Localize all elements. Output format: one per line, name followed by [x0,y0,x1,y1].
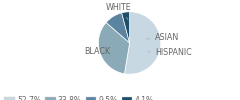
Wedge shape [122,12,130,43]
Wedge shape [106,13,130,43]
Wedge shape [98,22,130,74]
Wedge shape [124,12,161,74]
Text: ASIAN: ASIAN [146,33,180,42]
Text: WHITE: WHITE [106,3,132,20]
Text: BLACK: BLACK [84,47,110,56]
Text: HISPANIC: HISPANIC [148,48,192,57]
Legend: 52.7%, 33.8%, 9.5%, 4.1%: 52.7%, 33.8%, 9.5%, 4.1% [1,93,157,100]
